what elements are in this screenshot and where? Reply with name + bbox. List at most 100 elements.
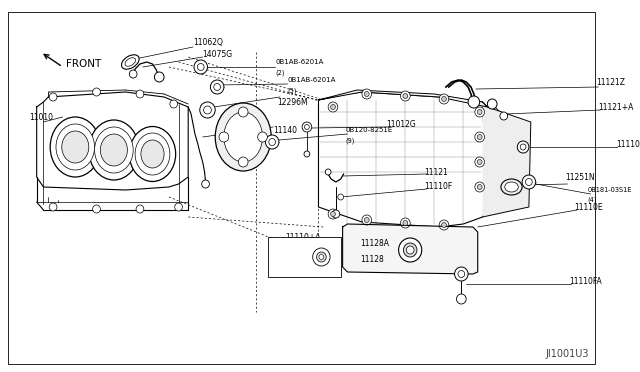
Circle shape	[477, 135, 482, 140]
Circle shape	[332, 210, 340, 218]
Circle shape	[522, 175, 536, 189]
Ellipse shape	[56, 124, 95, 170]
Ellipse shape	[62, 131, 89, 163]
Circle shape	[93, 205, 100, 213]
Circle shape	[330, 212, 335, 217]
Circle shape	[477, 109, 482, 115]
Circle shape	[154, 72, 164, 82]
Circle shape	[488, 99, 497, 109]
Circle shape	[49, 203, 57, 211]
Text: 11010: 11010	[29, 112, 53, 122]
Circle shape	[238, 107, 248, 117]
Circle shape	[204, 106, 211, 114]
Circle shape	[362, 215, 372, 225]
Circle shape	[517, 141, 529, 153]
Circle shape	[319, 254, 324, 260]
Circle shape	[170, 100, 177, 108]
Circle shape	[328, 209, 338, 219]
Text: 11110F: 11110F	[425, 182, 453, 190]
Text: 11110+A: 11110+A	[285, 232, 321, 241]
Circle shape	[304, 151, 310, 157]
Circle shape	[219, 132, 228, 142]
Text: 11110FA: 11110FA	[570, 278, 602, 286]
Ellipse shape	[135, 133, 170, 175]
Text: JI1001U3: JI1001U3	[545, 349, 589, 359]
Circle shape	[442, 222, 446, 228]
Circle shape	[475, 157, 484, 167]
Circle shape	[500, 112, 508, 120]
Circle shape	[258, 132, 268, 142]
Bar	[268, 237, 340, 277]
Text: 0B1AB-6201A: 0B1AB-6201A	[275, 59, 323, 65]
Circle shape	[475, 107, 484, 117]
Circle shape	[403, 93, 408, 99]
Circle shape	[403, 243, 417, 257]
Text: 11121: 11121	[425, 167, 449, 176]
Circle shape	[406, 246, 414, 254]
Circle shape	[175, 203, 182, 211]
Text: 14075G: 14075G	[203, 49, 233, 58]
Ellipse shape	[215, 103, 271, 171]
Circle shape	[475, 132, 484, 142]
Text: (2): (2)	[275, 70, 285, 76]
Ellipse shape	[129, 126, 175, 182]
Circle shape	[403, 221, 408, 225]
Circle shape	[338, 194, 344, 200]
Circle shape	[458, 270, 465, 278]
Circle shape	[399, 238, 422, 262]
Text: 11121Z: 11121Z	[596, 77, 625, 87]
Circle shape	[49, 93, 57, 101]
Text: 11110E: 11110E	[574, 202, 603, 212]
Circle shape	[313, 248, 330, 266]
Ellipse shape	[125, 58, 136, 66]
Polygon shape	[319, 92, 488, 227]
Circle shape	[136, 90, 144, 98]
Text: 11062Q: 11062Q	[193, 38, 223, 46]
Circle shape	[302, 122, 312, 132]
Circle shape	[362, 89, 372, 99]
Ellipse shape	[224, 112, 262, 162]
Text: 11128: 11128	[360, 254, 384, 263]
Circle shape	[328, 102, 338, 112]
Text: 11251N: 11251N	[566, 173, 595, 182]
Circle shape	[477, 185, 482, 189]
Circle shape	[439, 220, 449, 230]
Circle shape	[456, 294, 466, 304]
Circle shape	[197, 64, 204, 71]
Circle shape	[129, 70, 137, 78]
Circle shape	[211, 80, 224, 94]
Text: 11110: 11110	[616, 140, 639, 148]
Polygon shape	[483, 102, 531, 217]
Ellipse shape	[100, 134, 127, 166]
Circle shape	[266, 135, 279, 149]
Circle shape	[401, 91, 410, 101]
Ellipse shape	[505, 182, 518, 192]
Circle shape	[364, 92, 369, 96]
Text: FRONT: FRONT	[66, 59, 101, 69]
Polygon shape	[319, 90, 488, 107]
Circle shape	[136, 205, 144, 213]
Ellipse shape	[122, 55, 139, 69]
Circle shape	[364, 218, 369, 222]
Circle shape	[439, 94, 449, 104]
Circle shape	[525, 179, 532, 186]
Circle shape	[330, 105, 335, 109]
Text: 11128A: 11128A	[360, 240, 389, 248]
Text: 11121+A: 11121+A	[598, 103, 634, 112]
Ellipse shape	[50, 117, 100, 177]
Circle shape	[214, 83, 221, 90]
Circle shape	[401, 218, 410, 228]
Text: (9): (9)	[346, 138, 355, 144]
Circle shape	[468, 96, 479, 108]
Circle shape	[305, 125, 309, 129]
Circle shape	[202, 180, 209, 188]
Circle shape	[200, 102, 215, 118]
Ellipse shape	[501, 179, 522, 195]
Circle shape	[238, 157, 248, 167]
Text: 12296M: 12296M	[277, 97, 308, 106]
Circle shape	[325, 169, 331, 175]
Circle shape	[93, 88, 100, 96]
Text: 0B1AB-6201A: 0B1AB-6201A	[287, 77, 336, 83]
Ellipse shape	[89, 120, 139, 180]
Text: 11140: 11140	[273, 125, 297, 135]
